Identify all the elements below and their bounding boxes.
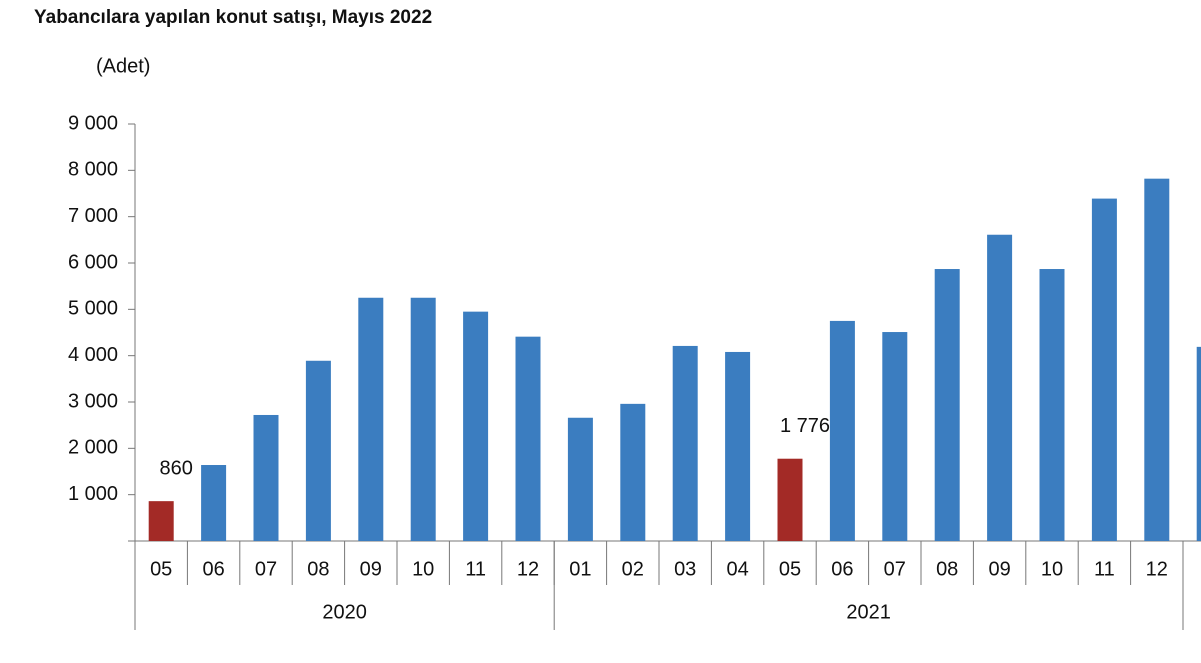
y-axis-label: (Adet): [96, 55, 150, 77]
x-tick-label: 08: [936, 558, 958, 580]
bar: [1039, 269, 1065, 541]
bar: [515, 336, 541, 541]
y-tick-label: 5 000: [68, 298, 118, 320]
bar: [567, 417, 593, 541]
x-tick-label: 11: [465, 558, 486, 580]
x-tick-label: 05: [779, 558, 801, 580]
bar: [620, 403, 646, 541]
y-tick-label: 9 000: [68, 112, 118, 134]
bar: [410, 297, 436, 541]
bar: [1091, 198, 1117, 541]
chart-title: Yabancılara yapılan konut satışı, Mayıs …: [34, 7, 432, 28]
bar: [672, 345, 698, 541]
bar: [777, 458, 803, 541]
x-tick-label: 07: [255, 558, 277, 580]
bar: [358, 297, 384, 541]
x-tick-label: 08: [307, 558, 329, 580]
x-tick-label: 07: [884, 558, 906, 580]
y-tick-label: 1 000: [68, 483, 118, 505]
bar: [882, 332, 908, 541]
x-tick-label: 06: [202, 558, 224, 580]
bar: [463, 311, 489, 541]
x-tick-label: 09: [360, 558, 382, 580]
y-tick-label: 6 000: [68, 251, 118, 273]
x-tick-label: 11: [1094, 558, 1115, 580]
x-tick-label: 10: [412, 558, 434, 580]
bar: [201, 465, 227, 541]
bar: [829, 320, 855, 541]
x-tick-label: 03: [674, 558, 696, 580]
y-tick-label: 3 000: [68, 390, 118, 412]
bar: [305, 360, 331, 541]
x-tick-label: 12: [1146, 558, 1168, 580]
y-tick-label: 4 000: [68, 344, 118, 366]
x-tick-label: 12: [517, 558, 539, 580]
x-tick-label: 10: [1041, 558, 1063, 580]
value-label: 1 776: [780, 415, 830, 437]
y-tick-label: 8 000: [68, 159, 118, 181]
x-group-label: 2021: [846, 601, 891, 623]
x-tick-label: 02: [622, 558, 644, 580]
x-tick-label: 04: [726, 558, 748, 580]
bar: [725, 351, 751, 541]
y-tick-label: 7 000: [68, 205, 118, 227]
x-tick-label: 09: [988, 558, 1010, 580]
y-tick-label: 2 000: [68, 437, 118, 459]
bar: [934, 269, 960, 541]
bar: [148, 501, 174, 541]
bar: [1196, 346, 1201, 541]
x-tick-label: 05: [150, 558, 172, 580]
bar: [1144, 178, 1170, 541]
x-tick-label: 06: [831, 558, 853, 580]
x-group-label: 2020: [322, 601, 367, 623]
value-label: 860: [160, 457, 193, 479]
bar: [987, 234, 1013, 541]
bar: [253, 414, 279, 541]
x-tick-label: 01: [569, 558, 591, 580]
